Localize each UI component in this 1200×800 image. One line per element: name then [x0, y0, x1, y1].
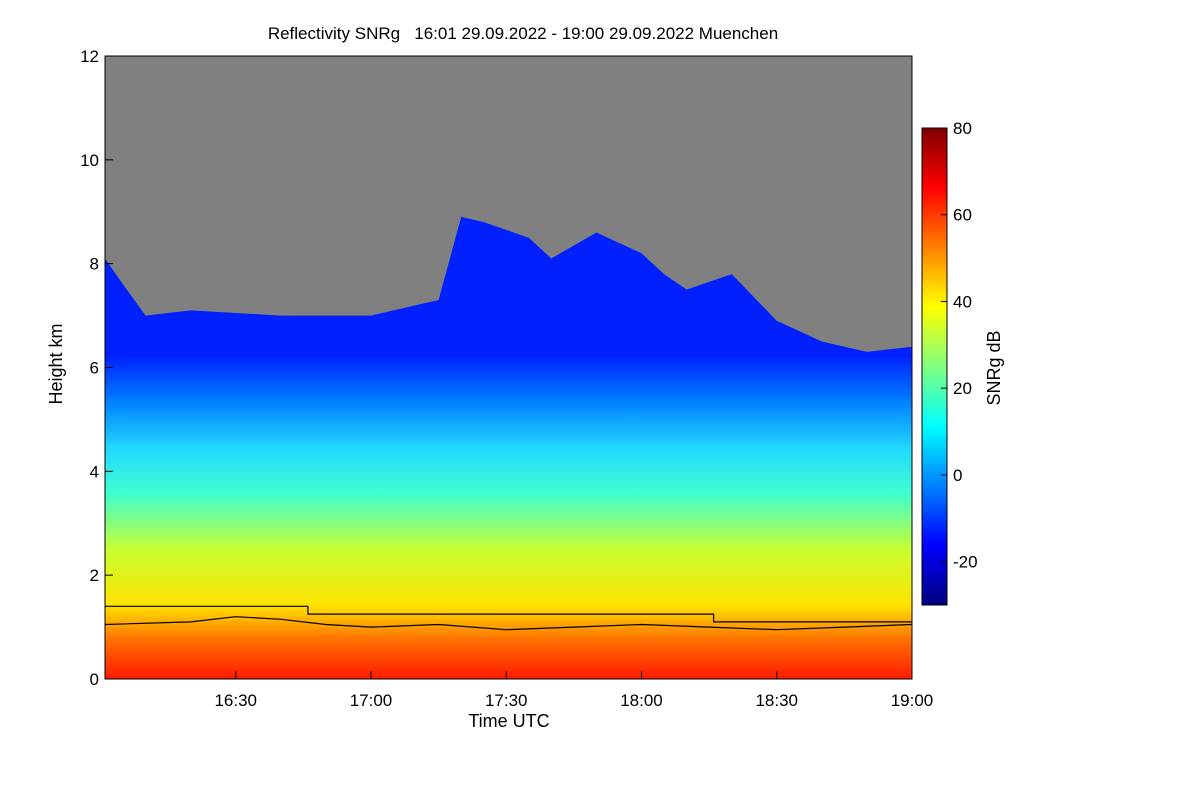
y-tick-label-3: 6: [90, 359, 99, 378]
colorbar-tick-label-3: 40: [953, 292, 972, 311]
x-tick-label-5: 19:00: [891, 691, 934, 710]
x-tick-label-1: 17:00: [350, 691, 393, 710]
y-tick-label-1: 2: [90, 566, 99, 585]
x-tick-label-0: 16:30: [214, 691, 257, 710]
chart-title: Reflectivity SNRg 16:01 29.09.2022 - 19:…: [268, 24, 778, 43]
colorbar-ticks: -20 0 20 40 60 80: [941, 119, 978, 572]
x-axis-label: Time UTC: [468, 711, 549, 731]
y-tick-label-2: 4: [90, 462, 99, 481]
echo-region: [105, 216, 912, 679]
y-axis: 0 2 4 6 8 10 12: [80, 47, 113, 689]
y-tick-label-6: 12: [80, 47, 99, 66]
x-tick-label-4: 18:30: [755, 691, 798, 710]
colorbar-tick-label-2: 20: [953, 379, 972, 398]
y-axis-label: Height km: [46, 323, 66, 404]
colorbar-tick-label-5: 80: [953, 119, 972, 138]
colorbar-gradient: [921, 127, 948, 606]
x-axis: 16:30 17:00 17:30 18:00 18:30 19:00: [214, 671, 933, 710]
colorbar-tick-label-1: 0: [953, 466, 962, 485]
colorbar-tick-label-4: 60: [953, 206, 972, 225]
colorbar: -20 0 20 40 60 80 SNRg dB: [921, 119, 1004, 606]
plot-area: [105, 56, 912, 679]
y-tick-label-5: 10: [80, 151, 99, 170]
y-tick-label-0: 0: [90, 670, 99, 689]
y-tick-label-4: 8: [90, 255, 99, 274]
colorbar-label: SNRg dB: [984, 330, 1004, 405]
x-tick-label-3: 18:00: [620, 691, 663, 710]
upper-layer-line: [105, 605, 912, 623]
x-tick-label-2: 17:30: [485, 691, 528, 710]
lower-layer-line: [105, 616, 912, 631]
colorbar-tick-label-0: -20: [953, 553, 978, 572]
